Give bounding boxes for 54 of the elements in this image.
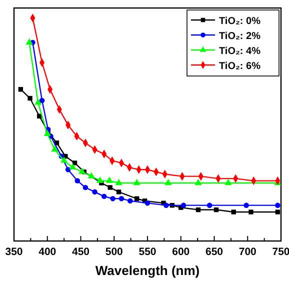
point xyxy=(110,196,116,202)
x-tick-label: 450 xyxy=(72,246,90,258)
point xyxy=(88,172,95,178)
point xyxy=(133,178,140,186)
point xyxy=(180,202,186,208)
legend-label: TiO₂: 2% xyxy=(219,31,261,42)
x-tick-label: 600 xyxy=(172,246,190,258)
x-tick-label: 650 xyxy=(205,246,224,258)
point xyxy=(194,178,202,186)
x-tick-label: 700 xyxy=(238,246,257,258)
point xyxy=(65,167,71,172)
x-tick-label: 500 xyxy=(105,246,124,258)
point xyxy=(134,196,140,201)
point xyxy=(196,207,201,212)
point xyxy=(18,87,24,92)
legend-label: TiO₂: 4% xyxy=(219,46,261,57)
point xyxy=(39,98,45,104)
point xyxy=(206,202,212,208)
point xyxy=(108,185,112,190)
point xyxy=(34,98,42,105)
point xyxy=(118,196,124,202)
point xyxy=(164,202,169,208)
point xyxy=(128,198,133,204)
point xyxy=(231,210,236,214)
x-tick-label: 750 xyxy=(272,246,289,258)
x-tick-label: 550 xyxy=(138,246,156,258)
point xyxy=(92,189,98,195)
point xyxy=(164,178,172,186)
point xyxy=(115,178,122,186)
point xyxy=(72,160,78,166)
point xyxy=(275,202,280,208)
point xyxy=(101,194,107,200)
legend-label: TiO₂: 6% xyxy=(219,61,261,72)
point xyxy=(74,178,80,184)
legend-label: TiO₂: 0% xyxy=(219,16,261,27)
point xyxy=(224,178,232,186)
point xyxy=(144,200,150,206)
x-axis-title: Wavelength (nm) xyxy=(95,263,200,278)
point xyxy=(60,156,68,163)
point xyxy=(248,210,254,214)
point xyxy=(116,190,122,194)
x-tick-label: 400 xyxy=(38,246,56,258)
point xyxy=(214,207,219,212)
point xyxy=(82,184,88,190)
point xyxy=(244,202,249,208)
point xyxy=(51,145,58,152)
point xyxy=(26,38,33,45)
point xyxy=(78,168,86,174)
point xyxy=(69,163,76,170)
point xyxy=(28,96,32,101)
point xyxy=(96,176,104,183)
point xyxy=(275,210,280,214)
x-tick-label: 350 xyxy=(5,246,23,258)
point xyxy=(106,176,114,183)
